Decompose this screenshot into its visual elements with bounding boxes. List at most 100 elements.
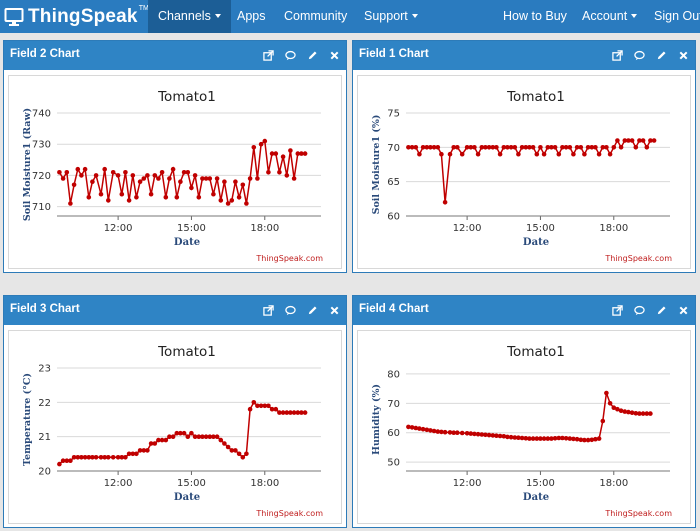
data-point	[86, 195, 92, 200]
comment-icon[interactable]	[282, 46, 298, 64]
data-point	[159, 170, 165, 175]
data-point	[615, 406, 620, 412]
data-point	[516, 151, 521, 157]
data-point	[501, 145, 507, 150]
comment-icon[interactable]	[631, 46, 647, 64]
data-point	[269, 406, 275, 412]
data-point	[203, 176, 209, 181]
data-point	[60, 458, 66, 463]
pencil-icon[interactable]	[653, 301, 669, 319]
data-point	[409, 145, 415, 150]
data-point	[145, 448, 150, 453]
data-point	[90, 455, 95, 460]
data-point	[130, 173, 136, 178]
data-point	[644, 411, 650, 416]
pencil-icon[interactable]	[304, 46, 320, 64]
data-point	[82, 455, 88, 460]
comment-icon[interactable]	[282, 301, 298, 319]
close-icon[interactable]	[675, 301, 691, 319]
x-axis-label: Date	[523, 492, 549, 503]
data-point	[574, 436, 580, 442]
comment-icon[interactable]	[631, 301, 647, 319]
data-point	[604, 390, 609, 396]
data-point	[604, 145, 609, 150]
nav-sign-out[interactable]: Sign Out	[644, 0, 700, 33]
data-point	[148, 441, 154, 446]
brand-logo[interactable]: ThingSpeak TM	[4, 3, 149, 30]
data-point	[541, 151, 547, 157]
nav-channels[interactable]: Channels	[148, 0, 231, 33]
data-point	[137, 179, 143, 184]
data-point	[534, 151, 540, 157]
data-point	[119, 455, 125, 460]
data-point	[141, 176, 147, 181]
data-point	[82, 166, 88, 172]
data-point	[451, 145, 456, 150]
data-point	[93, 173, 99, 178]
data-point	[527, 145, 532, 150]
data-point	[567, 145, 573, 150]
data-point	[600, 145, 606, 150]
data-point	[431, 145, 437, 150]
data-point	[233, 448, 238, 453]
close-icon[interactable]	[326, 46, 342, 64]
data-point	[519, 145, 525, 150]
data-point	[255, 403, 260, 409]
pencil-icon[interactable]	[304, 301, 320, 319]
data-point	[497, 151, 503, 157]
data-point	[266, 170, 271, 175]
data-point	[115, 455, 121, 460]
data-point	[102, 455, 107, 460]
data-point	[302, 410, 308, 415]
y-tick-label: 65	[387, 177, 400, 188]
x-tick-label: 15:00	[177, 478, 206, 489]
y-tick-label: 75	[387, 109, 400, 120]
chart-credit: ThingSpeak.com	[604, 254, 672, 263]
nav-account[interactable]: Account	[572, 0, 647, 33]
data-point	[442, 429, 448, 435]
data-point	[280, 154, 286, 159]
line-chart: Tomato1 710 720 730 740 12:00 15:00 18:00 Date So…	[22, 89, 323, 263]
data-point	[295, 151, 301, 156]
nav-apps[interactable]: Apps	[227, 0, 276, 33]
chart-title: Tomato1	[157, 89, 216, 105]
line-chart: Tomato1 50 60 70 80 12:00 15:00 18:00 Date Humidi…	[371, 344, 672, 518]
data-point	[181, 430, 187, 436]
close-icon[interactable]	[326, 301, 342, 319]
external-link-icon[interactable]	[609, 301, 625, 319]
external-link-icon[interactable]	[260, 301, 276, 319]
nav-community[interactable]: Community	[274, 0, 357, 33]
data-point	[578, 145, 584, 150]
data-point	[516, 435, 521, 440]
data-point	[291, 410, 297, 415]
data-point	[413, 425, 419, 431]
data-point	[424, 145, 430, 150]
data-point	[508, 145, 514, 150]
data-point	[57, 461, 62, 467]
x-tick-label: 12:00	[104, 478, 133, 489]
nav-support[interactable]: Support	[354, 0, 428, 33]
panel-header: Field 3 Chart	[4, 296, 346, 325]
data-point	[126, 198, 132, 203]
data-point	[611, 145, 617, 150]
close-icon[interactable]	[675, 46, 691, 64]
data-point	[189, 430, 194, 436]
data-point	[106, 455, 111, 460]
chart-credit: ThingSpeak.com	[604, 509, 672, 518]
data-point	[106, 198, 111, 203]
data-point	[420, 145, 426, 150]
nav-how-to-buy[interactable]: How to Buy	[493, 0, 577, 33]
data-point	[596, 151, 602, 157]
data-point	[435, 145, 441, 150]
external-link-icon[interactable]	[260, 46, 276, 64]
chart-credit: ThingSpeak.com	[255, 254, 323, 263]
pencil-icon[interactable]	[653, 46, 669, 64]
data-point	[284, 173, 290, 178]
y-tick-label: 22	[38, 398, 51, 409]
data-point	[102, 166, 107, 172]
data-point	[185, 434, 191, 439]
data-point	[79, 173, 84, 178]
external-link-icon[interactable]	[609, 46, 625, 64]
data-point	[247, 406, 253, 412]
data-point	[633, 411, 639, 416]
